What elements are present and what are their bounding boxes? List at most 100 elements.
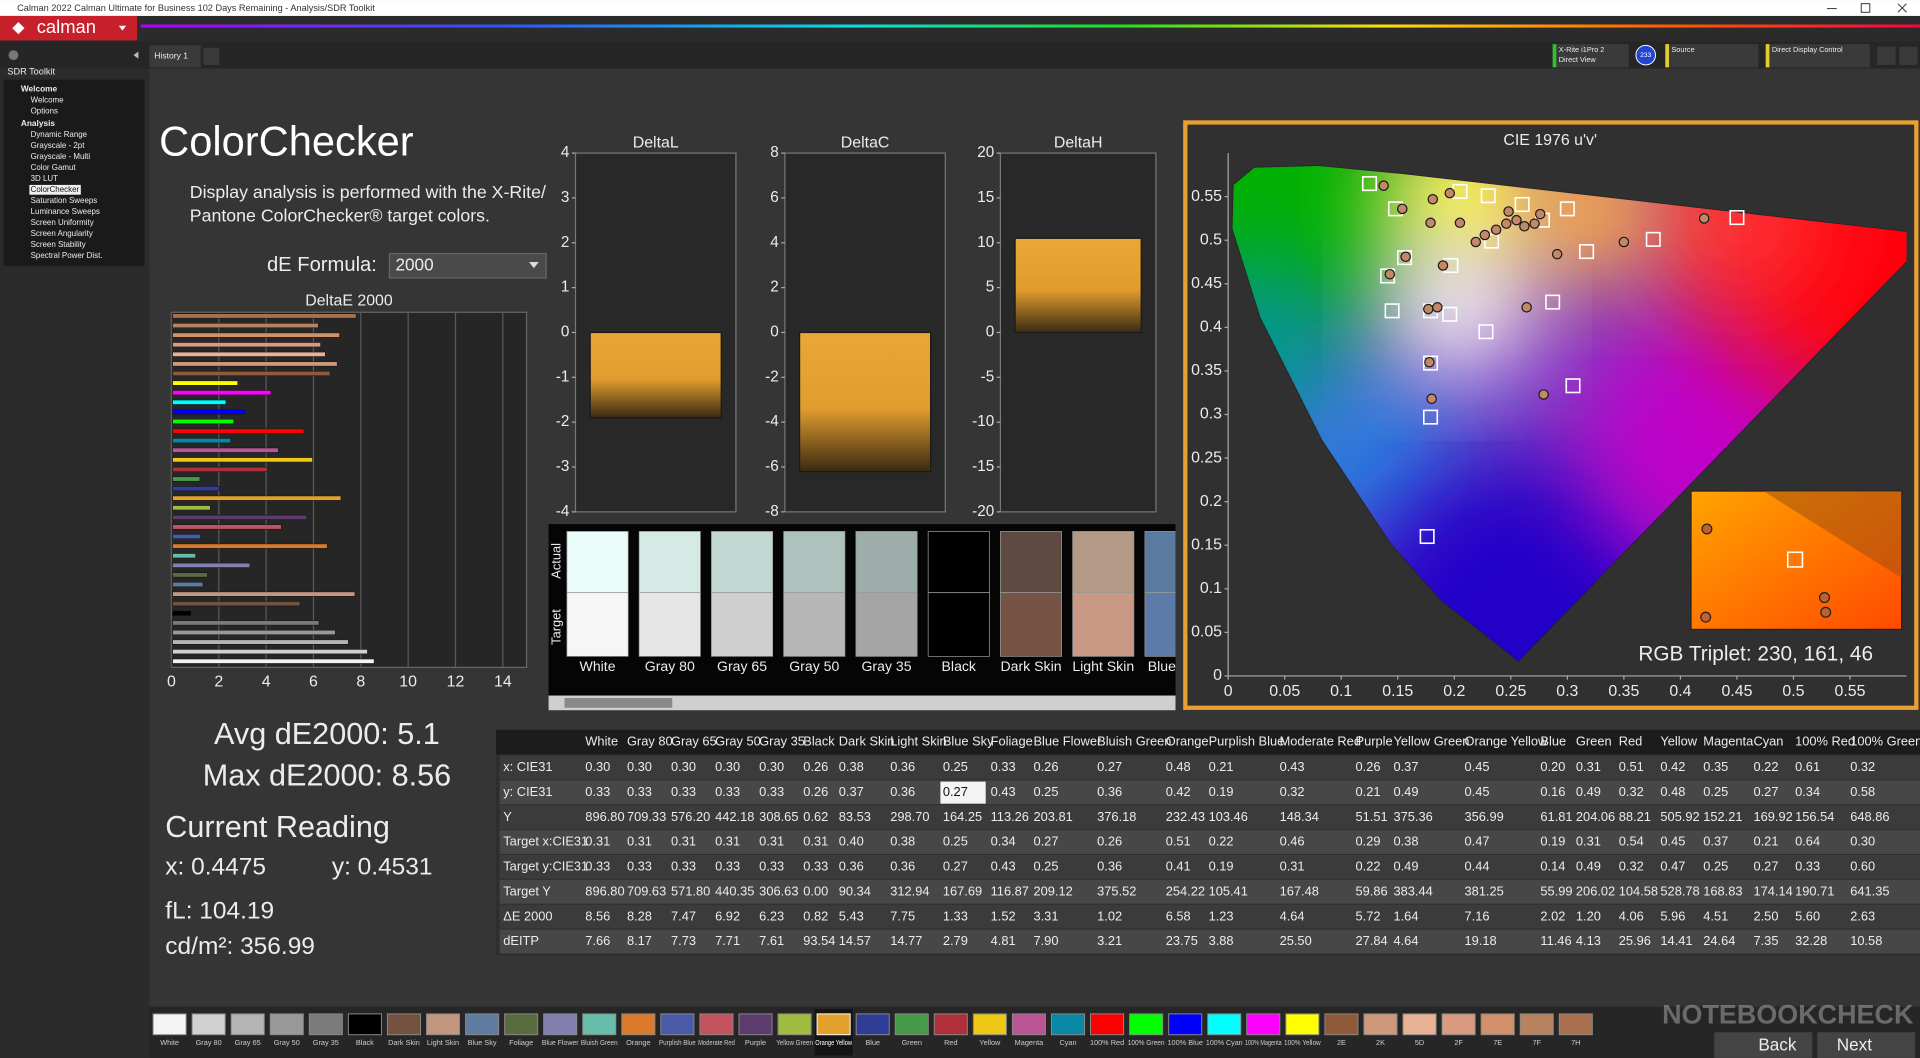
table-cell[interactable]: 0.48 [1166, 759, 1191, 774]
table-cell[interactable]: 0.31 [715, 834, 740, 849]
patch[interactable] [660, 1013, 695, 1036]
table-cell[interactable]: 2.50 [1753, 908, 1778, 923]
patch[interactable] [347, 1013, 382, 1036]
patch[interactable] [465, 1013, 500, 1036]
table-cell[interactable]: 0.33 [759, 859, 784, 874]
patch[interactable] [1480, 1013, 1515, 1036]
table-cell[interactable]: 641.35 [1850, 883, 1889, 898]
table-cell[interactable]: 3.21 [1097, 933, 1122, 948]
table-cell[interactable]: 375.36 [1393, 809, 1432, 824]
table-cell[interactable]: 105.41 [1209, 883, 1248, 898]
table-cell[interactable]: 308.65 [759, 809, 798, 824]
table-cell[interactable]: 0.42 [1660, 759, 1685, 774]
table-cell[interactable]: 0.61 [1795, 759, 1820, 774]
sidebar-item[interactable]: Grayscale - 2pt [31, 141, 86, 150]
source-box[interactable] [1665, 44, 1759, 68]
table-cell[interactable]: 356.99 [1464, 809, 1503, 824]
table-cell[interactable]: 0.30 [759, 759, 784, 774]
table-cell[interactable]: 0.33 [585, 859, 610, 874]
table-cell[interactable]: 152.21 [1703, 809, 1742, 824]
table-cell[interactable]: 103.46 [1209, 809, 1248, 824]
table-cell[interactable]: 0.37 [839, 784, 864, 799]
table-cell[interactable]: 11.46 [1540, 933, 1571, 948]
table-cell[interactable]: 0.33 [759, 784, 784, 799]
table-cell[interactable]: 25.96 [1619, 933, 1651, 948]
table-cell[interactable]: 0.38 [839, 759, 864, 774]
table-cell[interactable]: 0.33 [671, 859, 696, 874]
table-cell[interactable]: 0.41 [1166, 859, 1191, 874]
table-cell[interactable]: 0.25 [1703, 784, 1728, 799]
swatch-scrollbar[interactable] [548, 695, 1176, 711]
table-cell[interactable]: 0.47 [1660, 859, 1685, 874]
patch[interactable] [1168, 1013, 1203, 1036]
table-cell[interactable]: 0.36 [890, 859, 915, 874]
table-cell[interactable]: 190.71 [1795, 883, 1834, 898]
patch[interactable] [972, 1013, 1007, 1036]
patch[interactable] [1402, 1013, 1437, 1036]
meter-badge[interactable] [1635, 44, 1656, 66]
table-cell[interactable]: 0.30 [715, 759, 740, 774]
table-cell[interactable]: 0.43 [991, 859, 1016, 874]
patch[interactable] [1090, 1013, 1125, 1036]
table-cell[interactable]: 0.30 [627, 759, 652, 774]
patch[interactable] [269, 1013, 304, 1036]
table-cell[interactable]: 23.75 [1166, 933, 1198, 948]
sidebar-item[interactable]: 3D LUT [31, 174, 58, 183]
table-cell[interactable]: 204.06 [1576, 809, 1615, 824]
table-cell[interactable]: 0.26 [1033, 759, 1058, 774]
table-cell[interactable]: 59.86 [1356, 883, 1388, 898]
table-cell[interactable]: 0.31 [803, 834, 828, 849]
table-cell[interactable]: 0.33 [803, 859, 828, 874]
table-cell[interactable]: 0.44 [1464, 859, 1489, 874]
table-cell[interactable]: 7.47 [671, 908, 696, 923]
table-cell[interactable]: 3.31 [1033, 908, 1058, 923]
sidebar-item[interactable]: Welcome [31, 96, 65, 105]
table-cell[interactable]: 0.42 [1166, 784, 1191, 799]
table-cell[interactable]: 25.50 [1280, 933, 1312, 948]
table-cell[interactable]: 167.48 [1280, 883, 1319, 898]
table-cell[interactable]: 7.61 [759, 933, 784, 948]
table-cell[interactable]: 0.47 [1464, 834, 1489, 849]
table-cell[interactable]: 0.38 [1393, 834, 1418, 849]
table-cell[interactable]: 648.86 [1850, 809, 1889, 824]
table-cell[interactable]: 104.58 [1619, 883, 1658, 898]
table-cell[interactable]: 4.06 [1619, 908, 1644, 923]
table-cell[interactable]: 0.49 [1393, 859, 1418, 874]
table-cell[interactable]: 896.80 [585, 809, 624, 824]
next-button[interactable] [1817, 1032, 1916, 1058]
table-cell[interactable]: 312.94 [890, 883, 929, 898]
table-cell[interactable]: 19.18 [1464, 933, 1496, 948]
table-cell[interactable]: 0.31 [585, 834, 610, 849]
settings-button[interactable] [1877, 46, 1896, 65]
table-cell[interactable]: 1.20 [1576, 908, 1601, 923]
table-cell[interactable]: 88.21 [1619, 809, 1651, 824]
table-cell[interactable]: 5.96 [1660, 908, 1685, 923]
table-cell[interactable]: 0.20 [1540, 759, 1565, 774]
table-cell[interactable]: 0.27 [1753, 859, 1778, 874]
table-cell[interactable]: 0.25 [1703, 859, 1728, 874]
table-cell[interactable]: 0.48 [1660, 784, 1685, 799]
table-cell[interactable]: 571.80 [671, 883, 710, 898]
table-cell[interactable]: 0.30 [671, 759, 696, 774]
table-cell[interactable]: 0.37 [1703, 834, 1728, 849]
table-cell[interactable]: 0.26 [803, 784, 828, 799]
table-cell[interactable]: 376.18 [1097, 809, 1136, 824]
table-cell[interactable]: 0.26 [803, 759, 828, 774]
table-cell[interactable]: 0.19 [1209, 784, 1234, 799]
table-cell[interactable]: 113.26 [991, 809, 1029, 824]
table-cell[interactable]: 0.33 [585, 784, 610, 799]
table-cell[interactable]: 0.45 [1464, 759, 1489, 774]
table-cell[interactable]: 709.33 [627, 809, 666, 824]
table-cell[interactable]: 709.63 [627, 883, 666, 898]
table-cell[interactable]: 0.33 [627, 784, 652, 799]
table-cell[interactable]: 298.70 [890, 809, 929, 824]
table-cell[interactable]: 576.20 [671, 809, 710, 824]
table-cell[interactable]: 0.16 [1540, 784, 1565, 799]
patch[interactable] [1363, 1013, 1398, 1036]
table-cell[interactable]: 7.71 [715, 933, 740, 948]
table-cell[interactable]: 27.84 [1356, 933, 1388, 948]
table-cell[interactable]: 4.13 [1576, 933, 1601, 948]
table-cell[interactable]: 0.25 [943, 834, 968, 849]
table-cell[interactable]: 0.21 [1356, 784, 1381, 799]
table-cell[interactable]: 0.34 [991, 834, 1016, 849]
